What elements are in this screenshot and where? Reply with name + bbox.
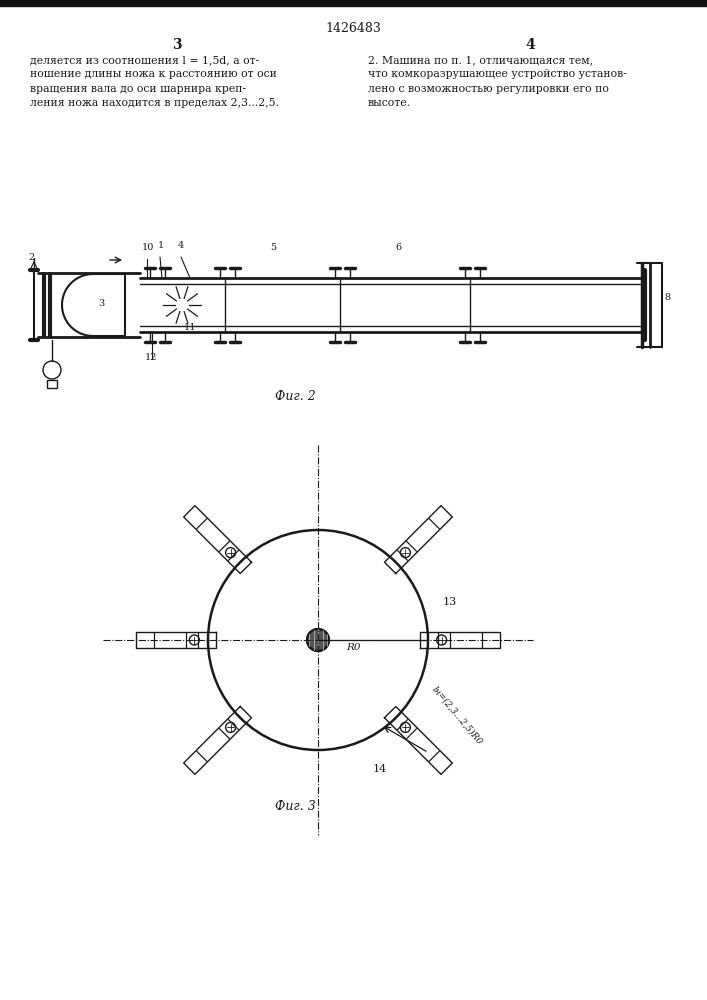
Text: 4: 4	[178, 241, 185, 250]
Text: 3: 3	[98, 298, 104, 308]
Text: 10: 10	[142, 243, 154, 252]
Text: 1: 1	[158, 241, 164, 250]
Circle shape	[307, 629, 329, 651]
Text: 8: 8	[664, 293, 670, 302]
Text: R0: R0	[346, 643, 361, 652]
Text: 4: 4	[525, 38, 535, 52]
Text: 3: 3	[173, 38, 182, 52]
Text: 11: 11	[184, 323, 197, 332]
Text: 2: 2	[28, 253, 34, 262]
Text: 1426483: 1426483	[325, 22, 381, 35]
Text: 5: 5	[270, 243, 276, 252]
Text: lн=(2,3...2,5)R0: lн=(2,3...2,5)R0	[431, 685, 484, 747]
Text: 13: 13	[443, 597, 457, 607]
Text: 6: 6	[395, 243, 401, 252]
Text: Фиг. 3: Фиг. 3	[274, 800, 315, 813]
Text: 2. Машина по п. 1, отличающаяся тем,
что комкоразрушающее устройство установ-
ле: 2. Машина по п. 1, отличающаяся тем, что…	[368, 55, 627, 108]
Text: 12: 12	[145, 353, 158, 362]
Text: Фиг. 2: Фиг. 2	[274, 390, 315, 403]
Bar	[47, 380, 57, 388]
Text: деляется из соотношения l = 1,5d, а от-
ношение длины ножа к расстоянию от оси
в: деляется из соотношения l = 1,5d, а от- …	[30, 55, 279, 108]
Text: 14: 14	[373, 764, 387, 774]
